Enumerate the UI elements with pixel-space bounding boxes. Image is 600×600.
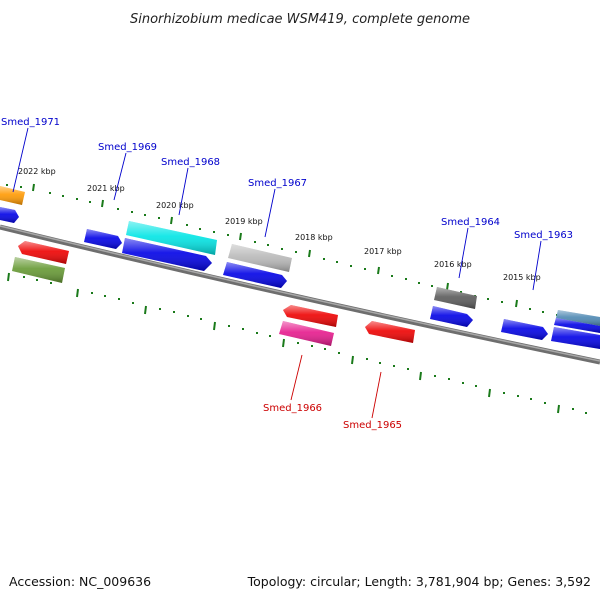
- gene-smed1967-silver[interactable]: [228, 244, 292, 272]
- genes-forward: [0, 186, 600, 349]
- leader-1966: [290, 354, 303, 401]
- scale-label-2016: 2016 kbp: [434, 260, 472, 269]
- gene-labels: Smed_1971 Smed_1969 Smed_1968 Smed_1967 …: [1, 117, 573, 431]
- gene-smed1966-red[interactable]: [283, 305, 338, 327]
- leader-1963: [532, 240, 542, 291]
- gene-smed1966-magenta[interactable]: [279, 321, 334, 346]
- scale-label-2020: 2020 kbp: [156, 201, 194, 210]
- leader-1964: [458, 227, 469, 279]
- scale-label-2022: 2022 kbp: [18, 167, 56, 176]
- gene-label-smed1969[interactable]: Smed_1969: [98, 142, 157, 153]
- scale-label-2021: 2021 kbp: [87, 184, 125, 193]
- gene-blue-mid[interactable]: [223, 262, 287, 288]
- lower-scale-major-ticks: [7, 272, 560, 414]
- gene-smed1964-darkgray[interactable]: [434, 287, 477, 309]
- gene-label-smed1966[interactable]: Smed_1966: [263, 403, 322, 414]
- gene-label-smed1965[interactable]: Smed_1965: [343, 420, 402, 431]
- gene-label-smed1963[interactable]: Smed_1963: [514, 230, 573, 241]
- leader-1969: [113, 152, 127, 201]
- genome-backbone: [0, 224, 600, 365]
- accession-text: Accession: NC_009636: [9, 574, 151, 589]
- gene-label-smed1967[interactable]: Smed_1967: [248, 178, 307, 189]
- scale-label-2018: 2018 kbp: [295, 233, 333, 242]
- label-leaders: [12, 127, 542, 419]
- genes-reverse: [12, 241, 415, 346]
- gene-smed1963-steel[interactable]: [556, 310, 600, 326]
- upper-scale-ring: [6, 183, 586, 323]
- gene-orange[interactable]: [0, 186, 25, 205]
- scale-label-2015: 2015 kbp: [503, 273, 541, 282]
- lower-scale-ring: [7, 272, 587, 414]
- gene-blue-long[interactable]: [122, 238, 212, 271]
- scale-labels: 2022 kbp 2021 kbp 2020 kbp 2019 kbp 2018…: [18, 167, 541, 282]
- gene-label-smed1968[interactable]: Smed_1968: [161, 157, 220, 168]
- upper-scale-dots: [6, 184, 586, 323]
- gene-blue-edge-right-lower[interactable]: [551, 327, 600, 349]
- gene-red-left[interactable]: [18, 241, 69, 264]
- gene-blue-right[interactable]: [430, 306, 473, 327]
- leader-1971: [12, 127, 29, 193]
- leader-1967: [264, 188, 276, 238]
- gene-olive[interactable]: [12, 257, 65, 283]
- scale-label-2019: 2019 kbp: [225, 217, 263, 226]
- upper-scale-major-ticks: [32, 183, 518, 308]
- genome-summary-text: Topology: circular; Length: 3,781,904 bp…: [247, 574, 591, 589]
- gene-blue-small[interactable]: [84, 229, 122, 249]
- lower-scale-dots: [23, 276, 587, 414]
- gene-label-smed1964[interactable]: Smed_1964: [441, 217, 500, 228]
- gene-smed1968-cyan[interactable]: [126, 221, 217, 255]
- gene-blue-far-right[interactable]: [501, 319, 548, 340]
- scale-label-2017: 2017 kbp: [364, 247, 402, 256]
- leader-1968: [178, 167, 189, 216]
- gene-blue-edge-right-upper[interactable]: [554, 318, 600, 333]
- map-title: Sinorhizobium medicae WSM419, complete g…: [130, 12, 470, 27]
- leader-1965: [371, 371, 382, 419]
- gene-smed1965-red[interactable]: [365, 321, 415, 343]
- gene-label-smed1971[interactable]: Smed_1971: [1, 117, 60, 128]
- gene-blue-edge[interactable]: [0, 207, 19, 223]
